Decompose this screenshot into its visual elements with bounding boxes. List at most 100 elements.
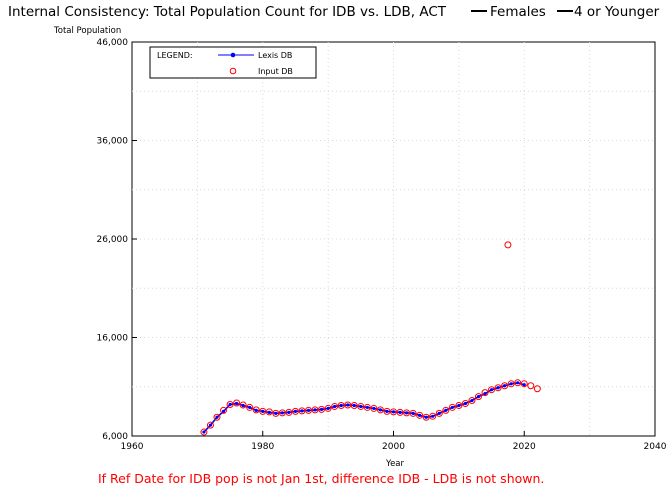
data-point (305, 406, 313, 414)
data-point (287, 410, 291, 414)
data-point (239, 401, 247, 409)
title-legend-females: Females (490, 4, 546, 20)
data-point (200, 428, 208, 436)
data-point (202, 430, 206, 434)
legend: LEGEND: Lexis DB Input DB (149, 46, 317, 79)
data-point (261, 409, 265, 413)
data-point (252, 406, 260, 414)
legend-label-input: Input DB (258, 67, 293, 76)
data-point (409, 409, 417, 417)
grid (132, 42, 655, 436)
data-point (501, 382, 509, 390)
data-point (372, 406, 376, 411)
data-point (481, 389, 489, 397)
data-point (483, 392, 487, 396)
data-point (429, 412, 437, 420)
data-point (357, 402, 365, 410)
data-point (496, 386, 500, 390)
data-point (333, 404, 337, 409)
data-point (248, 405, 252, 410)
data-point (450, 405, 454, 410)
data-point (489, 388, 494, 392)
data-point (533, 385, 541, 393)
x-tick-label: 1960 (121, 442, 144, 452)
data-point (416, 411, 424, 419)
data-point (398, 410, 402, 414)
data-point (391, 410, 396, 414)
y-tick-label: 46,000 (97, 38, 129, 48)
data-point (291, 407, 299, 415)
data-point (206, 421, 214, 429)
data-point (220, 406, 228, 414)
data-point (504, 241, 512, 249)
data-point (376, 406, 384, 414)
data-point (455, 401, 463, 409)
data-point (442, 406, 450, 414)
data-point (359, 404, 363, 409)
x-axis: 1960 1980 2000 2020 2040 (121, 431, 667, 452)
data-point (208, 423, 213, 427)
chart-title: Internal Consistency: Total Population C… (8, 4, 447, 20)
data-point (411, 411, 415, 415)
data-point (306, 408, 311, 412)
data-point (494, 384, 502, 392)
data-point (520, 380, 528, 388)
data-point (265, 408, 273, 416)
data-point (390, 408, 397, 416)
data-point (418, 413, 422, 417)
legend-box (149, 46, 317, 79)
data-point (396, 408, 404, 416)
title-legend-age: 4 or Younger (574, 4, 660, 20)
data-point (516, 381, 520, 385)
data-point (259, 407, 267, 415)
data-point (363, 403, 371, 411)
y-axis-label: Total Population (53, 26, 121, 36)
data-point (527, 382, 535, 390)
footnote: If Ref Date for IDB pop is not Jan 1st, … (98, 471, 544, 486)
legend-marker-input (229, 67, 237, 75)
data-point (476, 395, 481, 399)
data-point (298, 407, 306, 415)
data-point (331, 402, 339, 410)
data-point (267, 410, 271, 414)
data-point (437, 411, 441, 415)
data-point (509, 382, 513, 386)
data-point (228, 402, 232, 407)
data-point (326, 406, 330, 411)
data-point (431, 414, 435, 418)
x-tick-label: 2020 (513, 442, 536, 452)
data-point (424, 415, 428, 419)
data-point (344, 401, 352, 409)
data-point (435, 409, 443, 417)
data-point (404, 411, 409, 415)
data-point (470, 398, 474, 403)
data-point (370, 404, 378, 412)
data-point (246, 403, 254, 411)
data-point (422, 413, 430, 421)
data-point (339, 403, 343, 408)
x-tick-label: 1980 (251, 442, 274, 452)
data-point (448, 403, 456, 411)
legend-label-lexis: Lexis DB (258, 51, 292, 60)
data-point (278, 409, 286, 417)
data-point (293, 409, 298, 413)
y-tick-label: 16,000 (97, 334, 129, 344)
data-point (318, 405, 326, 413)
data-point (507, 380, 515, 388)
data-point (272, 409, 280, 417)
y-axis: 6,000 16,000 26,000 36,000 46,000 (97, 38, 137, 442)
data-point (457, 403, 461, 408)
legend-title: LEGEND: (157, 51, 193, 60)
series-input-db (200, 241, 541, 436)
data-point (300, 409, 304, 413)
data-point (280, 411, 284, 415)
data-point (514, 379, 522, 387)
data-point (488, 386, 496, 394)
data-point (461, 399, 469, 407)
data-point (346, 403, 350, 407)
data-point (365, 405, 369, 410)
data-point (350, 401, 358, 409)
y-tick-label: 36,000 (97, 137, 129, 147)
y-tick-label: 26,000 (97, 235, 129, 245)
